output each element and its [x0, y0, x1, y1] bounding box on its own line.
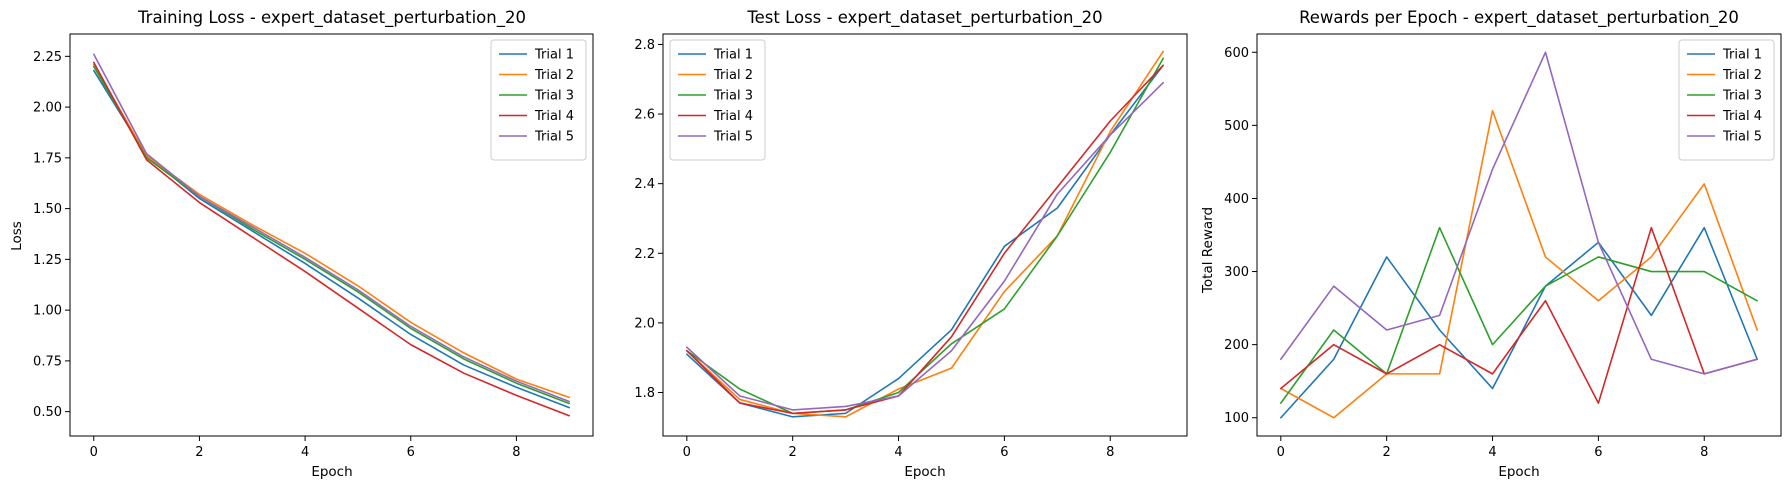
x-tick-label: 0 [90, 445, 98, 460]
y-axis-label: Total Reward [1200, 207, 1216, 294]
series-line-trial-2 [686, 50, 1164, 418]
x-tick-label: 8 [1700, 445, 1708, 460]
x-tick-label: 8 [1106, 445, 1114, 460]
legend-label: Trial 2 [713, 68, 753, 83]
series-line-trial-3 [92, 65, 571, 405]
series-line-trial-4 [92, 61, 571, 417]
series-line-trial-2 [1280, 109, 1758, 419]
y-tick-label: 2.6 [634, 108, 655, 123]
legend-label: Trial 3 [534, 89, 574, 104]
y-tick-label: 100 [1224, 411, 1249, 426]
y-tick-label: 0.75 [33, 354, 62, 369]
training-loss-chart: Training Loss - expert_dataset_perturbat… [9, 8, 594, 480]
x-tick-label: 0 [1277, 445, 1285, 460]
series-line-trial-4 [1280, 226, 1758, 404]
chart-title: Training Loss - expert_dataset_perturbat… [137, 8, 526, 28]
legend: Trial 1 Trial 2 Trial 3 Trial 4 Trial 5 [1678, 39, 1775, 161]
y-tick-label: 500 [1224, 119, 1249, 134]
legend-label: Trial 3 [713, 89, 753, 104]
series-line-trial-1 [686, 64, 1164, 418]
axes-frame [662, 33, 1188, 437]
chart-title: Rewards per Epoch - expert_dataset_pertu… [1299, 8, 1739, 28]
legend: Trial 1 Trial 2 Trial 3 Trial 4 Trial 5 [490, 39, 587, 161]
y-axis-label: Loss [9, 221, 25, 251]
y-tick-label: 1.8 [634, 386, 655, 401]
y-tick-label: 400 [1224, 192, 1249, 207]
y-tick-label: 600 [1224, 46, 1249, 61]
legend-label: Trial 5 [534, 130, 574, 145]
legend-label: Trial 4 [713, 109, 753, 124]
x-tick-label: 6 [1000, 445, 1008, 460]
legend-label: Trial 4 [1722, 109, 1762, 124]
y-tick-label: 1.25 [33, 253, 62, 268]
x-tick-label: 0 [683, 445, 691, 460]
x-tick-label: 2 [195, 445, 203, 460]
y-tick-label: 2.4 [634, 177, 655, 192]
y-tick-label: 2.25 [33, 50, 62, 65]
y-tick-label: 2.2 [634, 247, 655, 262]
series-line-trial-3 [686, 57, 1164, 415]
rewards-chart: Rewards per Epoch - expert_dataset_pertu… [1200, 8, 1782, 480]
legend-label: Trial 3 [1722, 89, 1762, 104]
legend-label: Trial 1 [1722, 48, 1762, 63]
y-tick-label: 0.50 [33, 405, 62, 420]
x-tick-label: 4 [1488, 445, 1496, 460]
series-line-trial-5 [1280, 51, 1758, 375]
series-line-trial-5 [92, 53, 571, 403]
legend-label: Trial 2 [534, 68, 574, 83]
legend-box [669, 39, 766, 161]
axes-frame [1256, 33, 1782, 437]
legend-label: Trial 2 [1722, 68, 1762, 83]
legend-label: Trial 5 [1722, 130, 1762, 145]
x-tick-label: 4 [894, 445, 902, 460]
y-tick-label: 1.50 [33, 202, 62, 217]
x-tick-label: 6 [1594, 445, 1602, 460]
test-loss-chart: Test Loss - expert_dataset_perturbation_… [634, 8, 1188, 480]
x-axis-label: Epoch [311, 464, 352, 480]
legend-box [490, 39, 587, 161]
axes-frame [69, 33, 594, 437]
y-tick-label: 1.75 [33, 151, 62, 166]
legend-label: Trial 1 [713, 48, 753, 63]
legend-label: Trial 5 [713, 130, 753, 145]
series-line-trial-5 [686, 81, 1164, 411]
y-tick-label: 1.00 [33, 304, 62, 319]
x-tick-label: 2 [789, 445, 797, 460]
chart-title: Test Loss - expert_dataset_perturbation_… [746, 8, 1102, 28]
y-tick-label: 300 [1224, 265, 1249, 280]
x-tick-label: 6 [407, 445, 415, 460]
legend-box [1678, 39, 1775, 161]
series-line-trial-4 [686, 64, 1164, 415]
legend: Trial 1 Trial 2 Trial 3 Trial 4 Trial 5 [669, 39, 766, 161]
y-tick-label: 2.8 [634, 38, 655, 53]
x-axis-label: Epoch [1498, 464, 1539, 480]
x-tick-label: 8 [512, 445, 520, 460]
y-tick-label: 2.00 [33, 101, 62, 116]
y-tick-label: 2.0 [634, 316, 655, 331]
y-tick-label: 200 [1224, 338, 1249, 353]
x-tick-label: 4 [301, 445, 309, 460]
x-tick-label: 2 [1383, 445, 1391, 460]
legend-label: Trial 1 [534, 48, 574, 63]
legend-label: Trial 4 [534, 109, 574, 124]
series-line-trial-3 [1280, 226, 1758, 404]
x-axis-label: Epoch [904, 464, 945, 480]
